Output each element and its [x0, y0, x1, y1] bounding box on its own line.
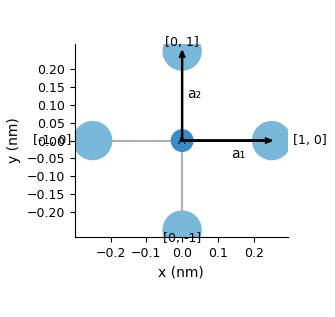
Circle shape — [171, 129, 194, 152]
Y-axis label: y (nm): y (nm) — [7, 118, 21, 164]
Text: [1, 0]: [1, 0] — [293, 134, 327, 147]
Text: a₂: a₂ — [187, 87, 201, 101]
FancyArrow shape — [180, 51, 184, 140]
Text: [0, 1]: [0, 1] — [165, 36, 199, 49]
Text: a₁: a₁ — [231, 147, 246, 161]
Text: A: A — [178, 136, 186, 146]
Circle shape — [73, 121, 112, 160]
FancyArrow shape — [182, 139, 272, 143]
Text: [-1, 0]: [-1, 0] — [33, 134, 71, 147]
Circle shape — [162, 31, 202, 71]
Circle shape — [252, 121, 291, 160]
X-axis label: x (nm): x (nm) — [158, 266, 204, 280]
Text: [0, -1]: [0, -1] — [163, 232, 201, 245]
Circle shape — [162, 210, 202, 250]
